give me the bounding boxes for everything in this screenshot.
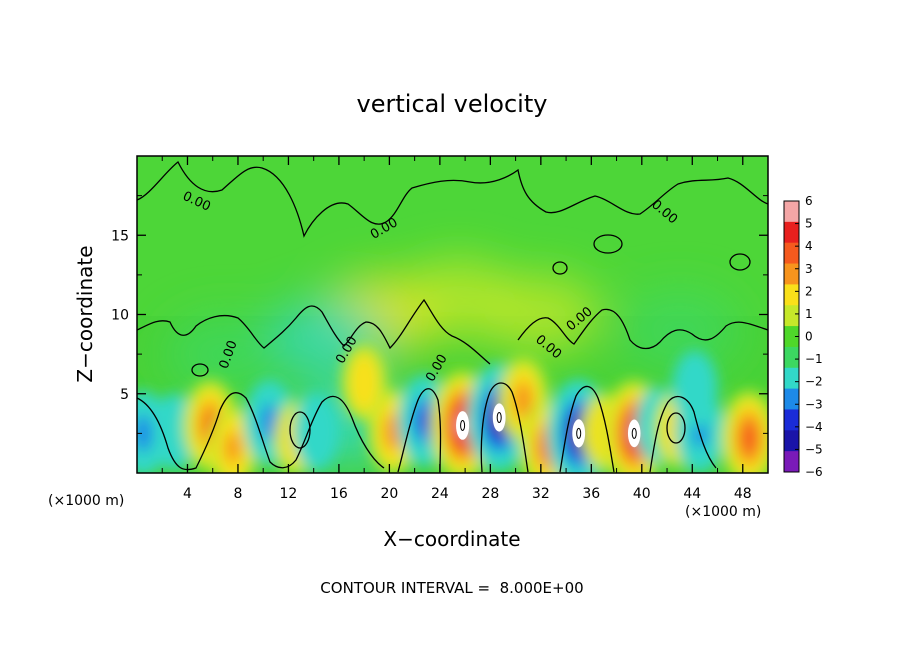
x-tick-label: 44 [683, 486, 701, 502]
x-tick-label: 36 [582, 486, 600, 502]
colorbar-swatch [784, 242, 799, 265]
colorbar-swatch [784, 284, 799, 306]
zero-contour-lower-4 [559, 385, 615, 473]
colorbar-tick-label: −6 [805, 465, 823, 479]
velocity-core-contour [460, 419, 466, 431]
x-tick-label: 32 [532, 486, 550, 502]
zero-contour-lower-2 [397, 388, 442, 473]
zero-contour-lower-3 [480, 382, 529, 473]
zero-contour-lower-1 [137, 392, 385, 471]
x-tick-label: 24 [431, 486, 449, 502]
zero-contour-left-mid [137, 298, 491, 365]
zero-contour-loop-5 [552, 261, 568, 275]
colorbar-swatch [784, 346, 799, 369]
zero-contour-loop-1 [289, 411, 311, 449]
x-tick-label: 12 [280, 486, 298, 502]
x-tick-label: 8 [233, 486, 242, 502]
colorbar-tick-label: 0 [805, 330, 813, 344]
colorbar-tick-label: 3 [805, 262, 813, 276]
zero-contour-lower-5 [649, 395, 717, 473]
zero-contour-right-mid [517, 308, 768, 350]
colorbar-tick-label: −5 [805, 442, 823, 456]
velocity-feature [137, 414, 153, 452]
velocity-core [572, 419, 586, 448]
velocity-feature [418, 408, 431, 433]
zero-contour-loop-6 [191, 363, 209, 377]
velocity-feature [165, 314, 286, 395]
colorbar: 6 5 4 3 2 1 0 −1 −2 −3 −4 −5 −6 [783, 194, 823, 479]
colorbar-tick-label: −1 [805, 352, 823, 366]
colorbar-tick-label: 6 [805, 194, 813, 208]
velocity-feature [350, 354, 379, 412]
colorbar-swatch [784, 451, 799, 473]
colorbar-swatch [784, 430, 799, 452]
x-axis-unit-left: (×1000 m) [48, 493, 124, 509]
velocity-core [492, 403, 506, 432]
plot-area: 0.000.000.000.000.000.000.000.00 [137, 156, 768, 473]
colorbar-swatch [784, 326, 799, 348]
y-tick-label: 5 [120, 387, 129, 403]
y-tick-label: 10 [111, 308, 129, 324]
zero-contour-loop-4 [729, 253, 751, 271]
colorbar-tick-label: 2 [805, 284, 813, 298]
colorbar-tick-label: −2 [805, 375, 823, 389]
colorbar-swatch [784, 388, 799, 410]
velocity-feature [741, 422, 757, 454]
y-axis-label: Z−coordinate [73, 245, 97, 382]
zero-contour-upper [137, 161, 768, 238]
x-axis-unit-right: (×1000 m) [685, 504, 761, 520]
y-tick-label: 15 [111, 228, 129, 244]
colorbar-tick-label: −4 [805, 420, 823, 434]
colorbar-swatch [784, 201, 799, 223]
colorbar-tick-label: 4 [805, 239, 813, 253]
colorbar-swatch [784, 305, 799, 327]
velocity-feature [480, 274, 601, 355]
velocity-core-contour [631, 427, 637, 439]
x-tick-label: 48 [734, 486, 752, 502]
velocity-feature [225, 431, 241, 464]
x-axis-label: X−coordinate [383, 527, 520, 551]
velocity-core [456, 411, 470, 440]
colorbar-swatch [784, 409, 799, 431]
colorbar-tick-label: 1 [805, 307, 813, 321]
velocity-feature [680, 360, 709, 418]
x-tick-label: 40 [633, 486, 651, 502]
x-tick-label: 4 [183, 486, 192, 502]
contour-interval-footer: CONTOUR INTERVAL = 8.000E+00 [320, 579, 583, 597]
zero-contour-loop-2 [666, 412, 686, 444]
chart-title: vertical velocity [357, 90, 548, 118]
colorbar-tick-label: 5 [805, 217, 813, 231]
colorbar-swatch [784, 367, 799, 390]
x-tick-label: 28 [481, 486, 499, 502]
colorbar-swatch [784, 263, 799, 285]
zero-contour-loop-3 [593, 234, 623, 254]
colorbar-swatch [784, 221, 799, 244]
velocity-core [627, 419, 641, 448]
velocity-feature [302, 403, 331, 461]
x-tick-label: 16 [330, 486, 348, 502]
velocity-core-contour [496, 412, 502, 424]
velocity-core-contour [576, 427, 582, 439]
x-tick-label: 20 [380, 486, 398, 502]
colorbar-tick-label: −3 [805, 397, 823, 411]
velocity-feature [513, 381, 533, 419]
